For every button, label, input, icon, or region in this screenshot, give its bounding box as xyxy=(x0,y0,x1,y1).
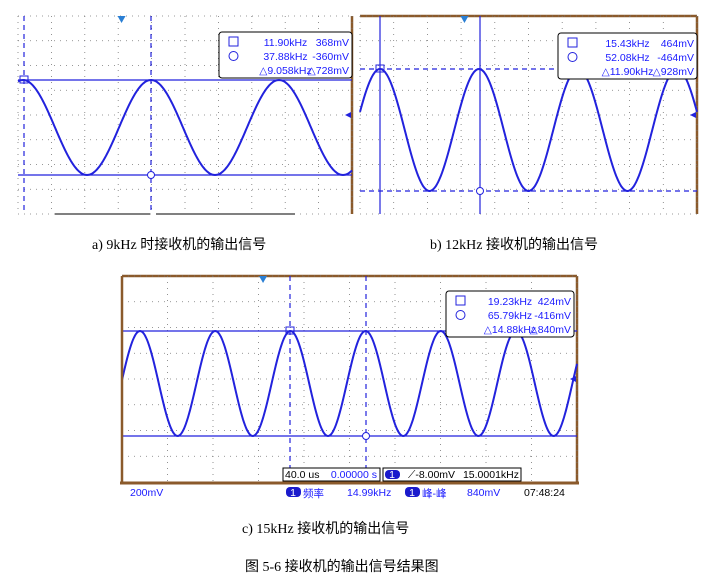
channel-number: 1 xyxy=(409,487,415,499)
trigger-frequency: 15.0001kHz xyxy=(463,469,519,481)
waveform-trace xyxy=(359,67,698,192)
channel-badge xyxy=(405,487,420,497)
volts-per-div: 200mV xyxy=(130,487,163,499)
clock-time: 07:48:24 xyxy=(524,487,565,499)
cursor-b-voltage: -416mV xyxy=(534,310,571,322)
trigger-marker-icon xyxy=(117,16,126,23)
cursor-marker-circle xyxy=(147,171,155,179)
trigger-marker-icon xyxy=(259,276,268,283)
level-marker-icon xyxy=(690,112,696,118)
level-marker-icon xyxy=(345,112,351,118)
cursor-b-voltage: -464mV xyxy=(657,52,694,64)
measurement-1-value: 14.99kHz xyxy=(347,487,391,499)
channel-badge xyxy=(385,470,400,479)
cursor-a-frequency: 19.23kHz xyxy=(488,296,532,308)
waveform-trace xyxy=(17,78,353,177)
cursor-marker-circle xyxy=(362,432,370,440)
level-marker-icon xyxy=(570,376,576,382)
delta-voltage: △840mV xyxy=(530,324,571,336)
cursor-a-voltage: 368mV xyxy=(316,37,349,49)
cursor-marker-square xyxy=(375,64,385,73)
cursor-a-voltage: 424mV xyxy=(538,296,571,308)
channel-number: 1 xyxy=(389,469,395,481)
circle-cursor-icon xyxy=(455,310,466,320)
trigger-position: 0.00000 s xyxy=(331,469,377,481)
cursor-a-frequency: 11.90kHz xyxy=(264,37,308,49)
cursor-readout-box xyxy=(557,32,698,80)
delta-voltage: △728mV xyxy=(308,65,349,77)
caption-b: b) 12kHz 接收机的输出信号 xyxy=(430,238,598,253)
channel-badge xyxy=(286,487,301,497)
waveform-trace xyxy=(121,329,578,438)
square-cursor-icon xyxy=(567,37,578,48)
cursor-b-frequency: 65.79kHz xyxy=(488,310,532,322)
caption-a: a) 9kHz 时接收机的输出信号 xyxy=(92,238,267,253)
delta-voltage: △928mV xyxy=(653,66,694,78)
measurement-2-label: 峰-峰 xyxy=(422,488,447,500)
scope-panel-b: 15.43kHz 52.08kHz △11.90kHz 464mV -464mV △928… xyxy=(359,14,699,215)
caption-c: c) 15kHz 接收机的输出信号 xyxy=(242,522,410,537)
delta-frequency: △11.90kHz xyxy=(602,66,654,78)
trigger-marker-icon xyxy=(460,16,469,23)
trigger-box xyxy=(382,467,522,482)
figure-caption: 图 5-6 接收机的输出信号结果图 xyxy=(245,560,439,575)
square-cursor-icon xyxy=(455,295,466,306)
cursor-marker-circle xyxy=(476,187,484,195)
cursor-readout-box xyxy=(218,31,353,79)
cursor-marker-square xyxy=(285,326,295,335)
delta-frequency: △9.058kHz xyxy=(259,65,311,77)
cursor-b-frequency: 37.88kHz xyxy=(263,51,307,63)
scope-panel-a: 11.90kHz 37.88kHz △9.058kHz 368mV -360mV △728… xyxy=(17,15,354,215)
timebase-box xyxy=(282,467,381,482)
measurement-2-value: 840mV xyxy=(467,487,500,499)
cursor-a-voltage: 464mV xyxy=(661,38,694,50)
cursor-a-frequency: 15.43kHz xyxy=(605,38,649,50)
measurement-1-label: 频率 xyxy=(303,487,324,500)
cursor-b-voltage: -360mV xyxy=(312,51,349,63)
timebase: 40.0 us xyxy=(285,469,319,481)
square-cursor-icon xyxy=(228,36,239,47)
channel-number: 1 xyxy=(290,487,296,499)
circle-cursor-icon xyxy=(228,51,239,61)
cursor-readout-box xyxy=(445,290,575,338)
circle-cursor-icon xyxy=(567,52,578,62)
scope-panel-c: 19.23kHz 65.79kHz △14.88kHz 424mV -416mV △840… xyxy=(120,274,579,500)
trigger-level: ⟋-8.00mV xyxy=(408,469,455,481)
delta-frequency: △14.88kHz xyxy=(484,324,536,336)
cursor-b-frequency: 52.08kHz xyxy=(605,52,649,64)
